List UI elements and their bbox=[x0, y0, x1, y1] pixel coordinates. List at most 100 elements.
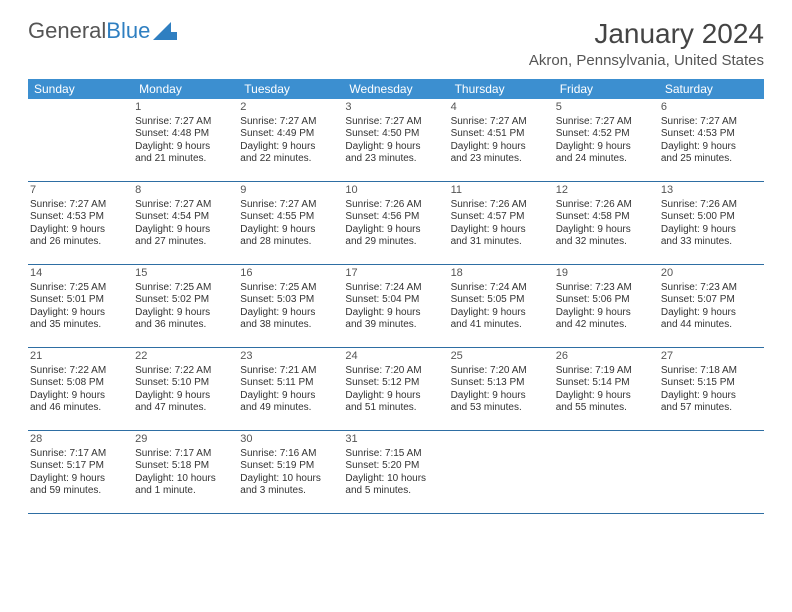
day-info-line: and 27 minutes. bbox=[135, 236, 234, 249]
day-info-line: Sunrise: 7:19 AM bbox=[556, 365, 655, 378]
logo: GeneralBlue bbox=[28, 18, 177, 44]
day-info-line: Sunrise: 7:23 AM bbox=[661, 282, 760, 295]
day-info-line: Sunrise: 7:27 AM bbox=[135, 116, 234, 129]
day-info-line: Sunset: 4:51 PM bbox=[451, 128, 550, 141]
day-cell: 17Sunrise: 7:24 AMSunset: 5:04 PMDayligh… bbox=[343, 265, 448, 347]
page-title: January 2024 bbox=[529, 18, 764, 50]
day-number: 12 bbox=[556, 184, 655, 198]
day-info-line: Daylight: 9 hours bbox=[135, 307, 234, 320]
day-info-line: Daylight: 9 hours bbox=[451, 307, 550, 320]
day-info-line: Daylight: 9 hours bbox=[345, 307, 444, 320]
dow-cell: Wednesday bbox=[343, 79, 448, 99]
day-number: 19 bbox=[556, 267, 655, 281]
dow-cell: Monday bbox=[133, 79, 238, 99]
day-info-line: Sunset: 5:08 PM bbox=[30, 377, 129, 390]
day-info-line: Sunrise: 7:17 AM bbox=[135, 448, 234, 461]
day-info-line: Sunrise: 7:27 AM bbox=[30, 199, 129, 212]
day-info-line: Sunrise: 7:26 AM bbox=[661, 199, 760, 212]
title-block: January 2024 Akron, Pennsylvania, United… bbox=[529, 18, 764, 69]
day-info-line: Sunrise: 7:24 AM bbox=[345, 282, 444, 295]
day-cell: 3Sunrise: 7:27 AMSunset: 4:50 PMDaylight… bbox=[343, 99, 448, 181]
week-row: 21Sunrise: 7:22 AMSunset: 5:08 PMDayligh… bbox=[28, 348, 764, 431]
day-cell: 18Sunrise: 7:24 AMSunset: 5:05 PMDayligh… bbox=[449, 265, 554, 347]
day-cell: 29Sunrise: 7:17 AMSunset: 5:18 PMDayligh… bbox=[133, 431, 238, 513]
day-number: 3 bbox=[345, 101, 444, 115]
day-number: 25 bbox=[451, 350, 550, 364]
day-number: 30 bbox=[240, 433, 339, 447]
day-info-line: Sunrise: 7:26 AM bbox=[556, 199, 655, 212]
day-number: 7 bbox=[30, 184, 129, 198]
day-cell: 20Sunrise: 7:23 AMSunset: 5:07 PMDayligh… bbox=[659, 265, 764, 347]
day-number: 18 bbox=[451, 267, 550, 281]
day-info-line: Daylight: 9 hours bbox=[556, 390, 655, 403]
day-info-line: and 25 minutes. bbox=[661, 153, 760, 166]
day-number: 9 bbox=[240, 184, 339, 198]
day-info-line: Daylight: 9 hours bbox=[556, 224, 655, 237]
day-info-line: Sunset: 5:02 PM bbox=[135, 294, 234, 307]
day-info-line: and 38 minutes. bbox=[240, 319, 339, 332]
day-info-line: Sunrise: 7:21 AM bbox=[240, 365, 339, 378]
day-cell bbox=[28, 99, 133, 181]
day-info-line: and 35 minutes. bbox=[30, 319, 129, 332]
day-info-line: Sunset: 5:12 PM bbox=[345, 377, 444, 390]
day-info-line: Daylight: 10 hours bbox=[135, 473, 234, 486]
day-cell: 27Sunrise: 7:18 AMSunset: 5:15 PMDayligh… bbox=[659, 348, 764, 430]
day-info-line: Sunrise: 7:25 AM bbox=[30, 282, 129, 295]
day-info-line: Sunrise: 7:15 AM bbox=[345, 448, 444, 461]
day-number: 15 bbox=[135, 267, 234, 281]
day-info-line: Daylight: 9 hours bbox=[135, 224, 234, 237]
day-info-line: and 55 minutes. bbox=[556, 402, 655, 415]
day-info-line: Sunrise: 7:24 AM bbox=[451, 282, 550, 295]
day-number: 26 bbox=[556, 350, 655, 364]
day-cell: 1Sunrise: 7:27 AMSunset: 4:48 PMDaylight… bbox=[133, 99, 238, 181]
day-info-line: Sunset: 4:49 PM bbox=[240, 128, 339, 141]
day-cell: 16Sunrise: 7:25 AMSunset: 5:03 PMDayligh… bbox=[238, 265, 343, 347]
day-number: 2 bbox=[240, 101, 339, 115]
day-info-line: Sunset: 5:18 PM bbox=[135, 460, 234, 473]
day-info-line: Daylight: 9 hours bbox=[451, 224, 550, 237]
day-info-line: and 53 minutes. bbox=[451, 402, 550, 415]
day-number: 5 bbox=[556, 101, 655, 115]
day-cell: 4Sunrise: 7:27 AMSunset: 4:51 PMDaylight… bbox=[449, 99, 554, 181]
day-number: 27 bbox=[661, 350, 760, 364]
day-info-line: Sunset: 5:06 PM bbox=[556, 294, 655, 307]
day-info-line: Sunset: 4:58 PM bbox=[556, 211, 655, 224]
dow-cell: Saturday bbox=[659, 79, 764, 99]
logo-text-general: General bbox=[28, 18, 106, 44]
day-cell: 12Sunrise: 7:26 AMSunset: 4:58 PMDayligh… bbox=[554, 182, 659, 264]
day-info-line: Daylight: 9 hours bbox=[661, 224, 760, 237]
day-number: 20 bbox=[661, 267, 760, 281]
day-cell: 28Sunrise: 7:17 AMSunset: 5:17 PMDayligh… bbox=[28, 431, 133, 513]
day-info-line: and 24 minutes. bbox=[556, 153, 655, 166]
day-info-line: Sunrise: 7:22 AM bbox=[30, 365, 129, 378]
day-cell: 13Sunrise: 7:26 AMSunset: 5:00 PMDayligh… bbox=[659, 182, 764, 264]
day-cell: 23Sunrise: 7:21 AMSunset: 5:11 PMDayligh… bbox=[238, 348, 343, 430]
day-cell: 31Sunrise: 7:15 AMSunset: 5:20 PMDayligh… bbox=[343, 431, 448, 513]
day-info-line: Sunrise: 7:18 AM bbox=[661, 365, 760, 378]
dow-cell: Tuesday bbox=[238, 79, 343, 99]
day-info-line: Sunset: 4:57 PM bbox=[451, 211, 550, 224]
day-info-line: and 5 minutes. bbox=[345, 485, 444, 498]
day-info-line: Sunset: 5:10 PM bbox=[135, 377, 234, 390]
day-info-line: Sunset: 4:55 PM bbox=[240, 211, 339, 224]
day-cell: 8Sunrise: 7:27 AMSunset: 4:54 PMDaylight… bbox=[133, 182, 238, 264]
day-info-line: Daylight: 9 hours bbox=[451, 141, 550, 154]
day-info-line: Sunrise: 7:20 AM bbox=[345, 365, 444, 378]
day-number: 24 bbox=[345, 350, 444, 364]
day-info-line: and 44 minutes. bbox=[661, 319, 760, 332]
week-row: 28Sunrise: 7:17 AMSunset: 5:17 PMDayligh… bbox=[28, 431, 764, 514]
day-info-line: Daylight: 10 hours bbox=[240, 473, 339, 486]
logo-text-blue: Blue bbox=[106, 18, 150, 44]
day-info-line: Sunrise: 7:27 AM bbox=[345, 116, 444, 129]
day-info-line: and 46 minutes. bbox=[30, 402, 129, 415]
day-info-line: Sunset: 4:53 PM bbox=[661, 128, 760, 141]
day-info-line: Sunset: 4:56 PM bbox=[345, 211, 444, 224]
day-info-line: and 31 minutes. bbox=[451, 236, 550, 249]
day-info-line: Daylight: 9 hours bbox=[661, 390, 760, 403]
week-row: 1Sunrise: 7:27 AMSunset: 4:48 PMDaylight… bbox=[28, 99, 764, 182]
day-info-line: Sunset: 4:48 PM bbox=[135, 128, 234, 141]
day-of-week-header: SundayMondayTuesdayWednesdayThursdayFrid… bbox=[28, 79, 764, 99]
day-info-line: Sunset: 4:54 PM bbox=[135, 211, 234, 224]
day-cell: 11Sunrise: 7:26 AMSunset: 4:57 PMDayligh… bbox=[449, 182, 554, 264]
day-cell: 19Sunrise: 7:23 AMSunset: 5:06 PMDayligh… bbox=[554, 265, 659, 347]
